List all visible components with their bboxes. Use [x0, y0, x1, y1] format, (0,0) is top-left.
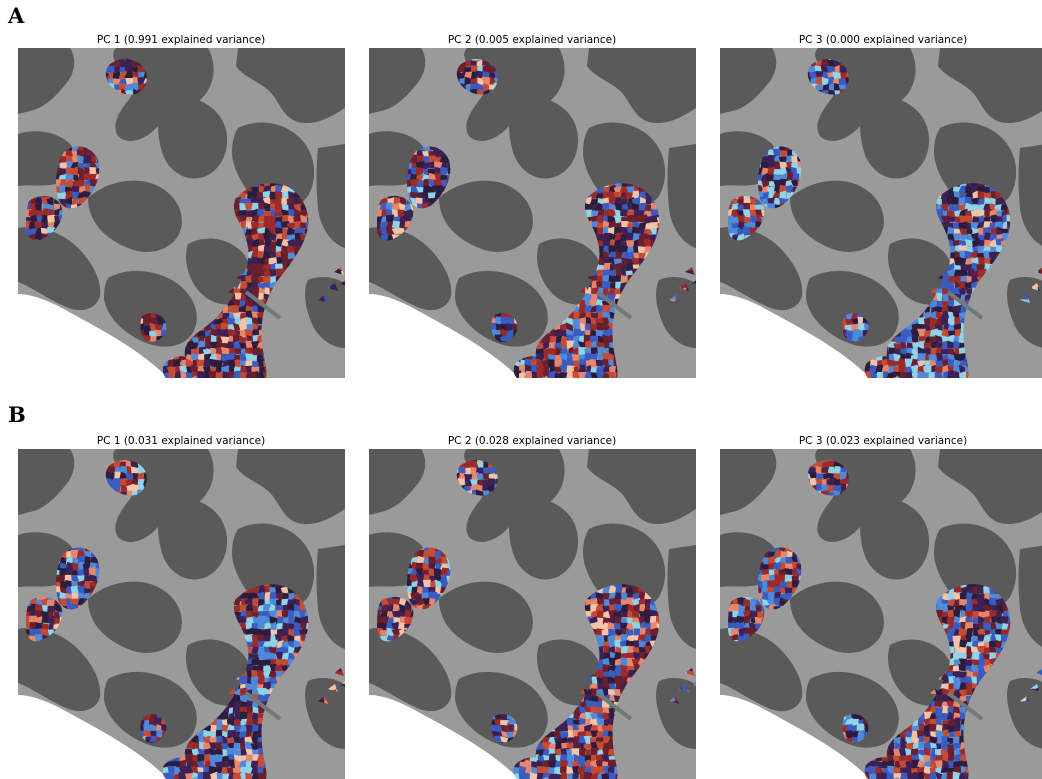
plot-title-b-3: PC 3 (0.023 explained variance) [720, 436, 1042, 447]
panel-letter-a: A [8, 5, 24, 26]
brain-surface-map-a-3 [720, 48, 1042, 378]
brain-surface-map-b-1 [18, 449, 345, 779]
plot-title-a-2: PC 2 (0.005 explained variance) [369, 35, 695, 46]
brain-surface-map-a-2 [369, 48, 696, 378]
plot-title-b-2: PC 2 (0.028 explained variance) [369, 436, 695, 447]
plot-title-a-1: PC 1 (0.991 explained variance) [18, 35, 344, 46]
plot-title-b-1: PC 1 (0.031 explained variance) [18, 436, 344, 447]
plot-title-a-3: PC 3 (0.000 explained variance) [720, 35, 1042, 46]
brain-surface-map-b-3 [720, 449, 1042, 779]
panel-letter-b: B [8, 404, 26, 425]
brain-surface-map-a-1 [18, 48, 345, 378]
brain-surface-map-b-2 [369, 449, 696, 779]
